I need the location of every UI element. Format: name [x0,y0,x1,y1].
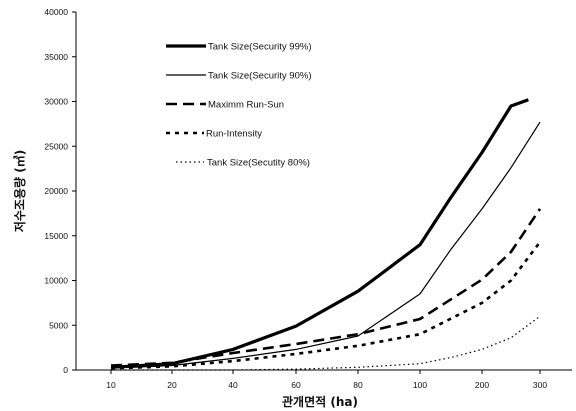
x-tick-label: 60 [291,380,301,390]
series-line-4 [110,241,542,370]
legend-label: Tank Size(Secutity 80%) [207,158,310,169]
x-tick-label: 10 [106,380,116,390]
x-tick-label: 100 [413,380,427,390]
x-tick-label: 40 [228,380,238,390]
y-axis-ticks: 0 5000 10000 15000 20000 25000 30000 35000 40000 [44,7,76,375]
plot-frame [75,12,572,371]
x-axis-ticks: 10 20 40 60 80 100 200 300 [106,370,547,390]
x-tick-label: 20 [167,380,177,390]
legend-label: Maximm Run-Sun [208,100,284,111]
series-line-2 [110,121,541,369]
legend-label: Tank Size(Security 90%) [208,71,311,82]
legend-label: Tank Size(Security 99%) [208,42,311,53]
x-axis-title: 관개면적 (ha) [282,394,358,409]
series-line-5 [111,315,541,371]
series-line-1 [110,98,529,369]
y-tick-label: 35000 [44,52,68,62]
series-line-3 [110,208,542,367]
y-tick-label: 5000 [49,320,68,330]
x-tick-label: 80 [353,380,363,390]
y-tick-label: 10000 [44,276,68,286]
y-tick-label: 15000 [44,231,68,241]
legend: Tank Size(Security 99%) Tank Size(Securit… [166,42,311,169]
y-axis-title: 저수조용량 (㎥) [12,150,27,232]
legend-label: Run-Intensity [206,129,262,140]
x-tick-label: 300 [533,380,547,390]
y-tick-label: 0 [63,365,68,375]
y-tick-label: 20000 [44,186,68,196]
y-tick-label: 25000 [44,141,68,151]
x-tick-label: 200 [475,380,489,390]
y-tick-label: 30000 [44,97,68,107]
series-lines [110,98,542,371]
y-tick-label: 40000 [44,7,68,17]
